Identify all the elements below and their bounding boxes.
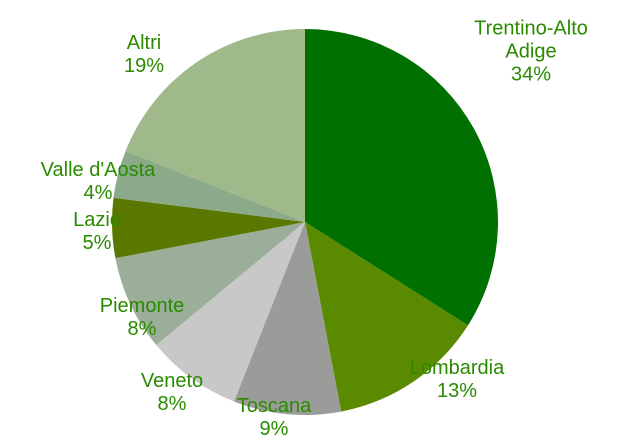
pie-slice — [305, 29, 498, 326]
slice-label: Altri 19% — [64, 32, 224, 78]
slice-label: Toscana 9% — [194, 395, 354, 441]
pie-slice — [125, 28, 306, 222]
pie-slice — [113, 150, 305, 222]
slice-label: Trentino-Alto Adige 34% — [451, 18, 611, 87]
category-name: Toscana — [236, 395, 312, 417]
percent-label: 8% — [127, 318, 157, 340]
percent-label: 9% — [259, 418, 289, 440]
category-name: Altri — [126, 32, 162, 54]
category-name: Lazio — [73, 209, 121, 231]
category-name: Lombardia — [409, 357, 505, 379]
pie-slice — [111, 197, 305, 259]
category-name: Valle d'Aosta — [40, 159, 156, 181]
percent-label: 8% — [157, 393, 187, 415]
slice-label: Piemonte 8% — [62, 295, 222, 341]
pie-slice — [156, 222, 305, 402]
slice-label: Valle d'Aosta 4% — [18, 159, 178, 205]
category-name: Trentino-Alto Adige — [474, 17, 588, 63]
pie-slice — [305, 222, 468, 412]
category-name: Piemonte — [99, 295, 185, 317]
pie-slice — [115, 222, 305, 346]
pie-slice — [233, 222, 342, 415]
slice-label: Lazio 5% — [17, 209, 177, 255]
percent-label: 13% — [436, 380, 478, 402]
percent-label: 34% — [510, 63, 552, 86]
percent-label: 19% — [123, 55, 165, 77]
slice-label: Veneto 8% — [92, 370, 252, 416]
slice-label: Lombardia 13% — [377, 357, 537, 403]
percent-label: 4% — [83, 182, 113, 204]
percent-label: 5% — [82, 232, 112, 254]
category-name: Veneto — [140, 370, 204, 392]
